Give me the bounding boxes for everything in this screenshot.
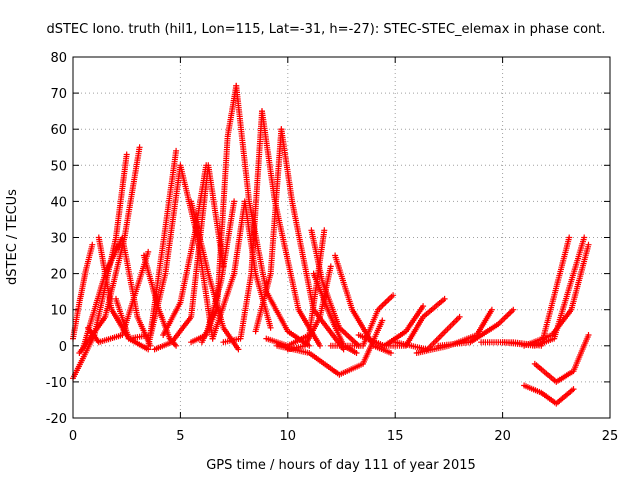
data-series — [521, 241, 592, 349]
ticks: 0 5 10 15 20 25 -20 -10 0 10 20 30 40 50 60 70 80 — [46, 51, 619, 444]
data-series — [198, 82, 240, 346]
chart-title: dSTEC Iono. truth (hil1, Lon=115, Lat=-3… — [46, 22, 605, 37]
x-tick-label: 15 — [387, 429, 404, 444]
data-marks — [70, 82, 592, 407]
y-tick-label: 10 — [50, 304, 67, 319]
data-series — [435, 306, 517, 349]
data-series — [233, 82, 313, 349]
series-markers — [478, 234, 573, 349]
series-markers — [310, 270, 360, 356]
series-markers — [198, 82, 240, 346]
data-series — [531, 332, 592, 385]
series-markers — [499, 234, 588, 349]
plot-frame — [72, 56, 611, 419]
x-tick-label: 0 — [69, 429, 77, 444]
y-tick-label: 60 — [50, 123, 67, 138]
data-series — [274, 317, 386, 378]
data-series — [70, 151, 130, 382]
y-tick-label: 80 — [50, 51, 67, 66]
series-markers — [233, 82, 313, 349]
x-axis-label: GPS time / hours of day 111 of year 2015 — [206, 458, 476, 473]
data-series — [252, 126, 285, 335]
series-markers — [521, 241, 592, 349]
y-tick-label: -20 — [46, 412, 67, 427]
series-markers — [435, 306, 517, 349]
series-markers — [70, 151, 130, 382]
x-tick-label: 10 — [280, 429, 297, 444]
series-markers — [392, 313, 463, 353]
data-series — [76, 144, 143, 356]
y-tick-label: 20 — [50, 268, 67, 283]
x-tick-label: 20 — [494, 429, 511, 444]
y-tick-label: 0 — [59, 340, 67, 355]
data-series — [478, 234, 573, 349]
data-series — [392, 313, 463, 353]
y-tick-label: -10 — [46, 376, 67, 391]
series-markers — [252, 126, 285, 335]
x-tick-label: 5 — [176, 429, 184, 444]
series-markers — [531, 332, 592, 385]
data-series — [521, 382, 577, 407]
y-tick-label: 70 — [50, 87, 67, 102]
series-markers — [220, 108, 265, 346]
y-tick-label: 50 — [50, 159, 67, 174]
y-tick-label: 30 — [50, 232, 67, 247]
data-series — [220, 108, 265, 346]
y-axis-label: dSTEC / TECUs — [5, 189, 20, 285]
series-markers — [76, 144, 143, 356]
data-series — [499, 234, 588, 349]
y-tick-label: 40 — [50, 195, 67, 210]
data-series — [310, 270, 360, 356]
series-markers — [521, 382, 577, 407]
x-tick-label: 25 — [602, 429, 619, 444]
series-markers — [274, 317, 386, 378]
grid — [73, 57, 610, 418]
